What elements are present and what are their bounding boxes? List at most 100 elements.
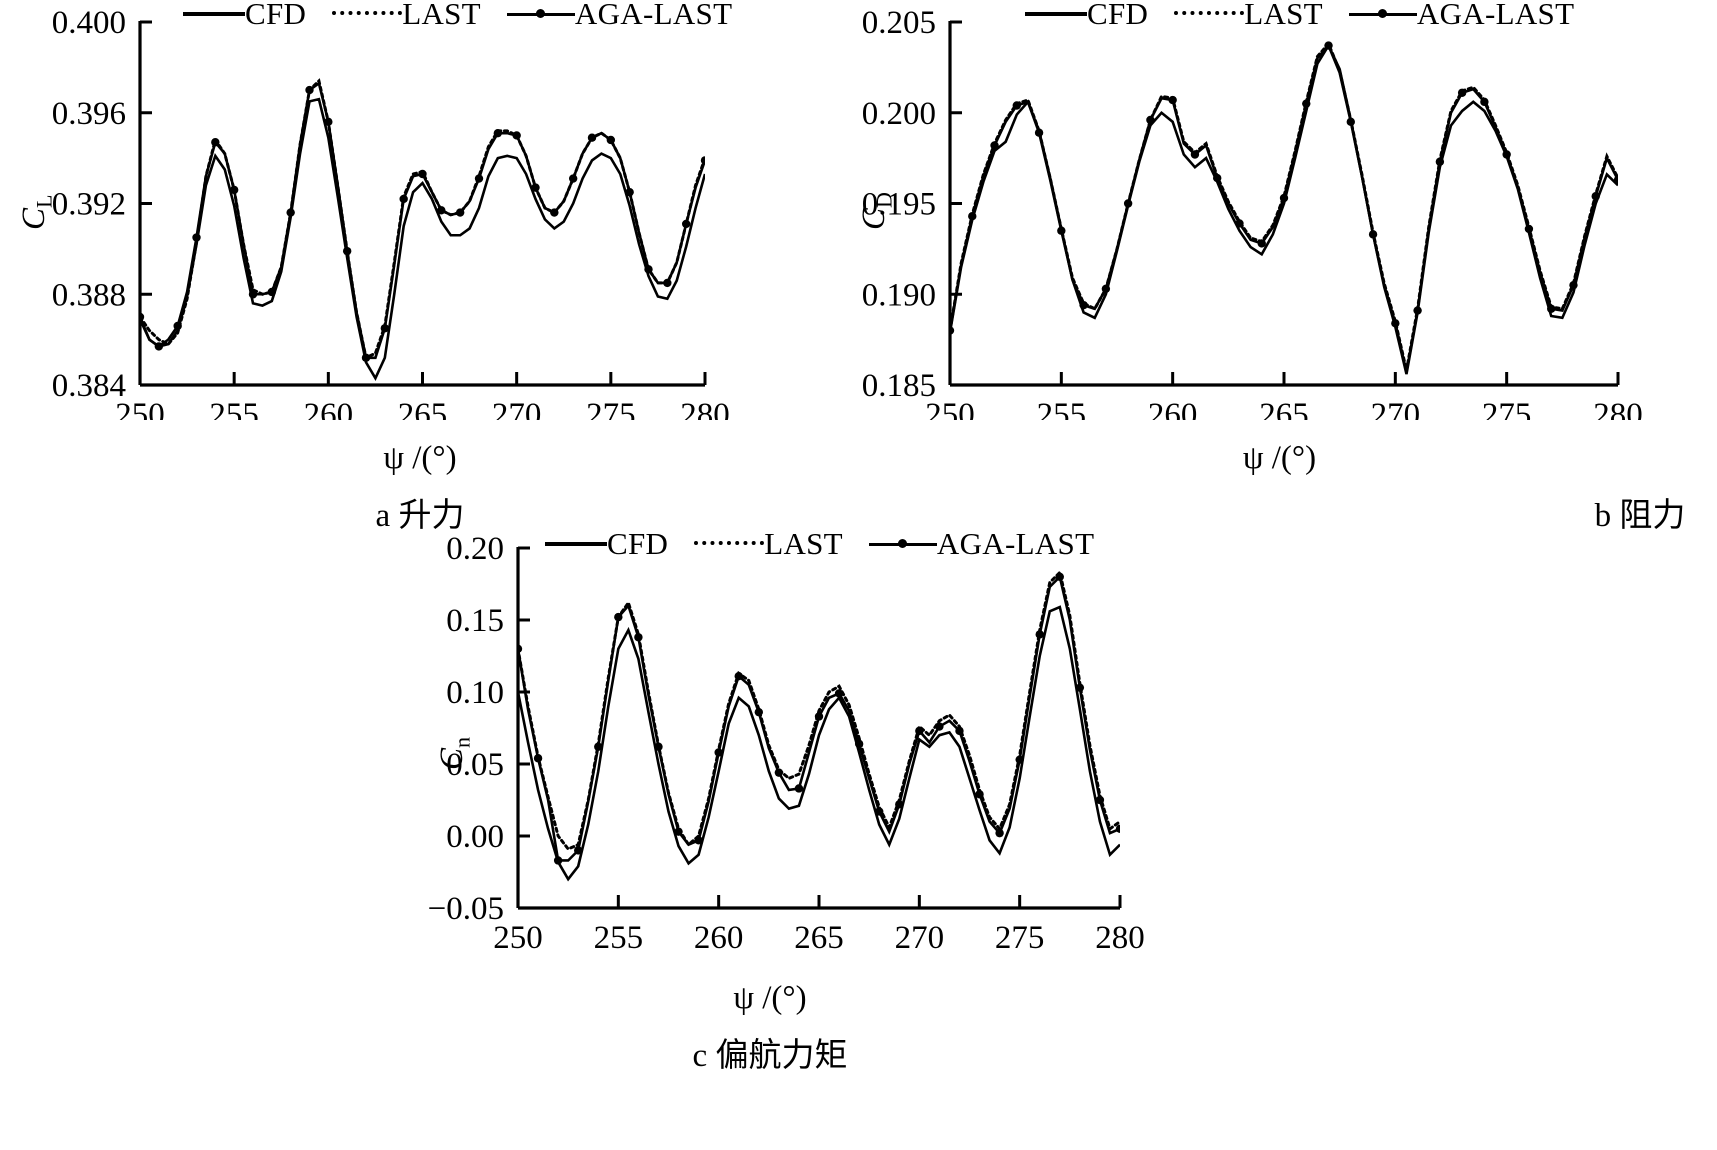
series-line-cfd <box>518 605 1120 882</box>
series-marker <box>437 206 446 215</box>
x-tick-label: 275 <box>995 920 1045 950</box>
series-marker <box>594 742 603 751</box>
series-marker <box>1346 117 1355 127</box>
legend-label-cfd: CFD <box>1087 0 1149 31</box>
x-axis-title-a: ψ /(°) <box>383 440 457 476</box>
series-marker <box>173 321 182 331</box>
series-marker <box>754 707 763 717</box>
series-marker <box>380 324 390 333</box>
caption-c: c 偏航力矩 <box>692 1038 848 1074</box>
legend-entry-cfd: CFD <box>545 526 668 562</box>
series-marker <box>1168 95 1177 105</box>
legend-line-solid-icon <box>545 542 607 546</box>
series-marker <box>1213 173 1222 183</box>
series-marker <box>674 827 683 836</box>
series-marker <box>1190 150 1200 159</box>
series-marker <box>1480 97 1489 107</box>
series-marker <box>614 612 623 622</box>
x-tick-label: 250 <box>493 920 543 950</box>
x-tick-label: 270 <box>1371 397 1421 420</box>
x-tick-label: 280 <box>1095 920 1145 950</box>
legend-label-last: LAST <box>764 526 843 561</box>
series-marker <box>342 246 352 256</box>
legend-entry-last: LAST <box>694 526 843 562</box>
x-axis-title-b: ψ /(°) <box>1242 440 1317 476</box>
chart-plot-c: −0.05 0.00 0.05 0.10 0.15 0.20 250 255 260 265 270… <box>428 531 1145 950</box>
legend-entry-cfd: CFD <box>183 0 306 32</box>
legend-label-aga-last: AGA-LAST <box>574 0 733 31</box>
series-marker <box>248 290 258 299</box>
series-marker <box>955 726 964 736</box>
series-marker <box>875 807 884 816</box>
series-marker <box>1055 572 1064 581</box>
x-tick-label: 270 <box>895 920 945 950</box>
x-tick-label: 255 <box>594 920 644 950</box>
series-line-cfd <box>140 97 705 381</box>
y-tick-label: 0.195 <box>862 187 936 223</box>
series-marker <box>1235 219 1244 228</box>
legend-entry-aga-last: AGA-LAST <box>1348 0 1574 32</box>
series-marker <box>1279 193 1289 203</box>
series-marker <box>995 828 1004 838</box>
x-tick-label: 255 <box>1037 397 1087 420</box>
series-marker <box>531 183 540 192</box>
series-marker <box>211 138 220 147</box>
legend-label-aga-last: AGA-LAST <box>936 526 1095 561</box>
series-marker <box>1012 101 1021 110</box>
series-marker <box>455 208 465 217</box>
legend-a: CFD LAST AGA-LAST <box>183 0 732 32</box>
chart-plot-a: 0.384 0.388 0.392 0.396 0.400 250 255 260 265 270… <box>52 5 730 420</box>
legend-entry-cfd: CFD <box>1025 0 1148 32</box>
series-marker <box>663 278 672 288</box>
series-marker <box>361 353 371 362</box>
x-tick-label: 265 <box>794 920 844 950</box>
series-marker <box>968 212 977 221</box>
legend-label-cfd: CFD <box>245 0 307 31</box>
series-line-aga-last <box>950 43 1618 373</box>
series-marker <box>714 748 723 757</box>
legend-line-dotted-icon <box>1174 11 1245 15</box>
y-tick-label: 0.384 <box>52 368 126 404</box>
legend-line-marker-icon <box>506 9 575 19</box>
series-marker <box>1368 230 1378 239</box>
y-tick-label: −0.05 <box>428 891 504 927</box>
x-tick-label: 260 <box>1148 397 1198 420</box>
y-tick-label: 0.05 <box>446 747 504 783</box>
series-marker <box>474 174 484 183</box>
series-marker <box>1057 226 1066 235</box>
series-marker <box>399 194 408 204</box>
series-marker <box>1413 306 1422 315</box>
chart-panel-drag: CFD LAST AGA-LAST CD 0.185 0.190 0.195 0.20… <box>840 0 1717 540</box>
series-marker <box>1257 239 1266 248</box>
series-marker <box>267 287 277 297</box>
series-marker <box>700 156 705 165</box>
series-marker <box>1079 300 1088 310</box>
y-tick-label: 0.20 <box>446 531 504 567</box>
x-tick-label: 260 <box>304 397 354 420</box>
legend-line-dotted-icon <box>332 11 403 15</box>
x-tick-label: 260 <box>694 920 744 950</box>
series-marker <box>794 784 804 793</box>
series-marker <box>975 790 984 799</box>
series-marker <box>1435 157 1445 166</box>
legend-line-solid-icon <box>183 12 245 16</box>
series-marker <box>1591 192 1600 201</box>
series-marker <box>694 836 703 845</box>
legend-line-solid-icon <box>1025 12 1087 16</box>
y-tick-label: 0.185 <box>862 368 936 404</box>
series-marker <box>634 633 643 642</box>
legend-entry-last: LAST <box>1174 0 1323 32</box>
series-line-aga-last <box>140 81 705 360</box>
series-marker <box>587 133 597 142</box>
series-marker <box>1569 280 1578 290</box>
x-tick-label: 250 <box>115 397 165 420</box>
chart-plot-b: 0.185 0.190 0.195 0.200 0.205 250 255 260 265 270… <box>862 5 1643 420</box>
caption-b: b 阻力 <box>1594 498 1686 534</box>
series-marker <box>1502 150 1511 159</box>
series-marker <box>1115 824 1120 833</box>
series-marker <box>140 312 145 322</box>
series-marker <box>229 185 239 195</box>
series-marker <box>625 187 634 197</box>
legend-label-last: LAST <box>402 0 481 31</box>
x-tick-label: 265 <box>1259 397 1309 420</box>
